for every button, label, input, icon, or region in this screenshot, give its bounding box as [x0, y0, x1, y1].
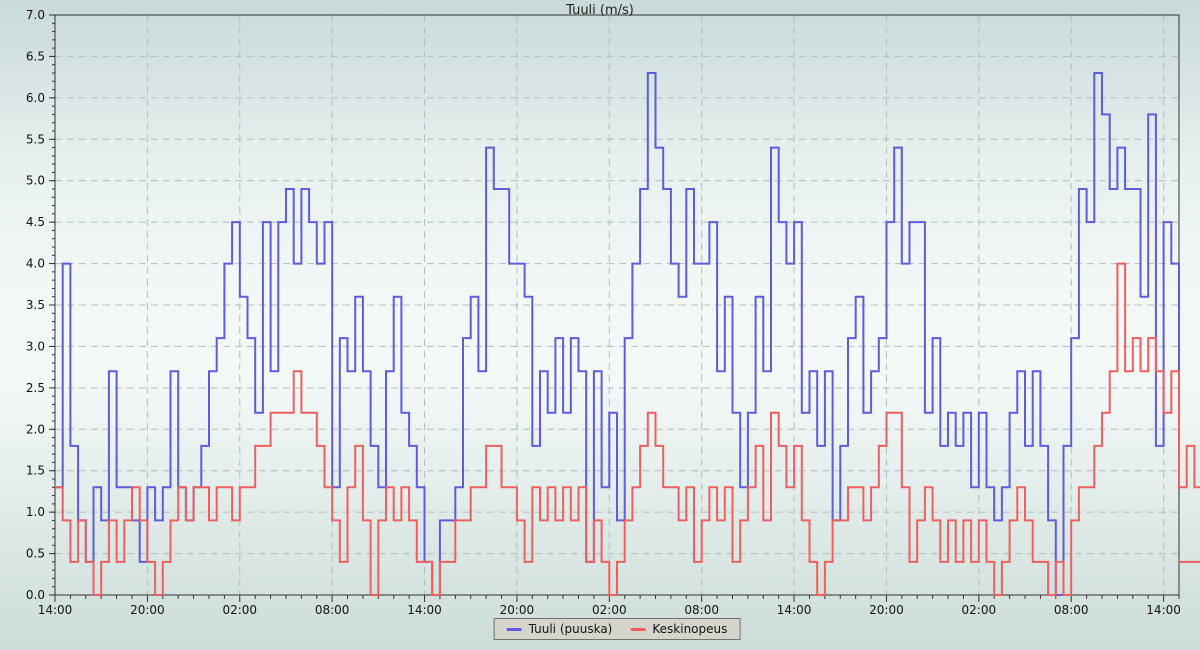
x-tick-label: 14:00	[777, 603, 812, 617]
x-tick-label: 20:00	[130, 603, 165, 617]
y-tick-label: 5.5	[26, 132, 45, 146]
y-tick-label: 6.0	[26, 91, 45, 105]
y-tick-label: 0.5	[26, 547, 45, 561]
y-tick-label: 1.5	[26, 464, 45, 478]
x-tick-label: 02:00	[222, 603, 257, 617]
x-tick-label: 20:00	[869, 603, 904, 617]
y-tick-label: 7.0	[26, 8, 45, 22]
legend-item-average: Keskinopeus	[630, 622, 727, 636]
gust-series-line	[55, 72, 1180, 596]
legend-label-average: Keskinopeus	[652, 622, 728, 636]
average-line-marker	[630, 627, 646, 631]
average-series-line	[55, 262, 1200, 596]
y-tick-label: 2.5	[26, 381, 45, 395]
x-tick-label: 02:00	[592, 603, 627, 617]
x-tick-label: 20:00	[500, 603, 535, 617]
y-tick-label: 1.0	[26, 505, 45, 519]
x-tick-label: 08:00	[315, 603, 350, 617]
chart-title: Tuuli (m/s)	[565, 3, 634, 18]
y-tick-label: 4.5	[26, 215, 45, 229]
y-tick-label: 4.0	[26, 257, 45, 271]
x-tick-label: 08:00	[684, 603, 719, 617]
chart-legend: Tuuli (puuska) Keskinopeus	[493, 618, 741, 640]
x-tick-label: 02:00	[962, 603, 997, 617]
x-tick-label: 14:00	[38, 603, 73, 617]
x-tick-label: 14:00	[1146, 603, 1181, 617]
y-tick-label: 0.0	[26, 588, 45, 602]
y-tick-label: 6.5	[26, 49, 45, 63]
y-tick-label: 2.0	[26, 422, 45, 436]
x-tick-label: 14:00	[407, 603, 442, 617]
legend-item-gust: Tuuli (puuska)	[506, 622, 613, 636]
x-tick-label: 08:00	[1054, 603, 1089, 617]
y-tick-label: 3.0	[26, 339, 45, 353]
legend-label-gust: Tuuli (puuska)	[528, 622, 613, 636]
y-tick-label: 5.0	[26, 174, 45, 188]
y-tick-label: 3.5	[26, 298, 45, 312]
gust-line-marker	[506, 627, 522, 631]
